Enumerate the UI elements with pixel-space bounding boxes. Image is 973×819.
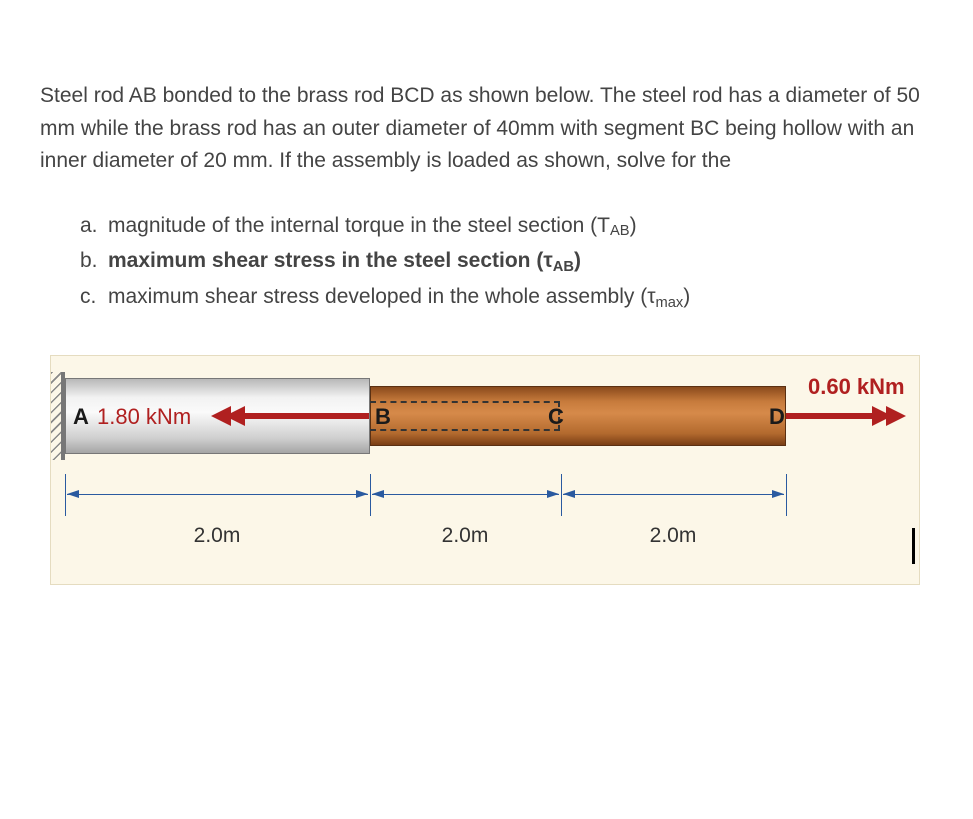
problem-statement: Steel rod AB bonded to the brass rod BCD… — [40, 80, 933, 178]
dimension-AB-line — [67, 494, 368, 495]
question-a-text: magnitude of the internal torque in the … — [108, 208, 637, 244]
question-b-letter: b. — [80, 243, 108, 279]
node-A-label: A — [73, 404, 89, 430]
dimension-CD-label: 2.0m — [650, 524, 697, 548]
question-b: b. maximum shear stress in the steel sec… — [80, 243, 933, 279]
question-list: a. magnitude of the internal torque in t… — [40, 208, 933, 315]
question-b-text: maximum shear stress in the steel sectio… — [108, 243, 581, 279]
torque-A-label: 1.80 kNm — [97, 404, 191, 430]
question-a-letter: a. — [80, 208, 108, 244]
dim-tick-B — [370, 474, 371, 516]
dim-tick-C — [561, 474, 562, 516]
node-B-label: B — [375, 404, 391, 430]
question-c-letter: c. — [80, 279, 108, 315]
torque-A-arrow-icon — [211, 410, 369, 422]
node-C-label: C — [548, 404, 564, 430]
node-D-label: D — [769, 404, 785, 430]
torque-D-arrow-icon — [786, 410, 906, 422]
text-cursor-icon — [912, 528, 915, 564]
dimension-BC-line — [372, 494, 559, 495]
dim-tick-A — [65, 474, 66, 516]
question-c-text: maximum shear stress developed in the wh… — [108, 279, 690, 315]
dimension-BC-label: 2.0m — [442, 524, 489, 548]
dimension-CD-line — [563, 494, 784, 495]
question-a: a. magnitude of the internal torque in t… — [80, 208, 933, 244]
torsion-diagram: A B C D 1.80 kNm 0.60 kNm 2.0m 2.0m 2.0m — [50, 355, 920, 585]
dim-tick-D — [786, 474, 787, 516]
torque-D-label: 0.60 kNm — [808, 374, 905, 400]
dimension-AB-label: 2.0m — [194, 524, 241, 548]
question-c: c. maximum shear stress developed in the… — [80, 279, 933, 315]
hollow-segment-BC — [370, 401, 560, 431]
